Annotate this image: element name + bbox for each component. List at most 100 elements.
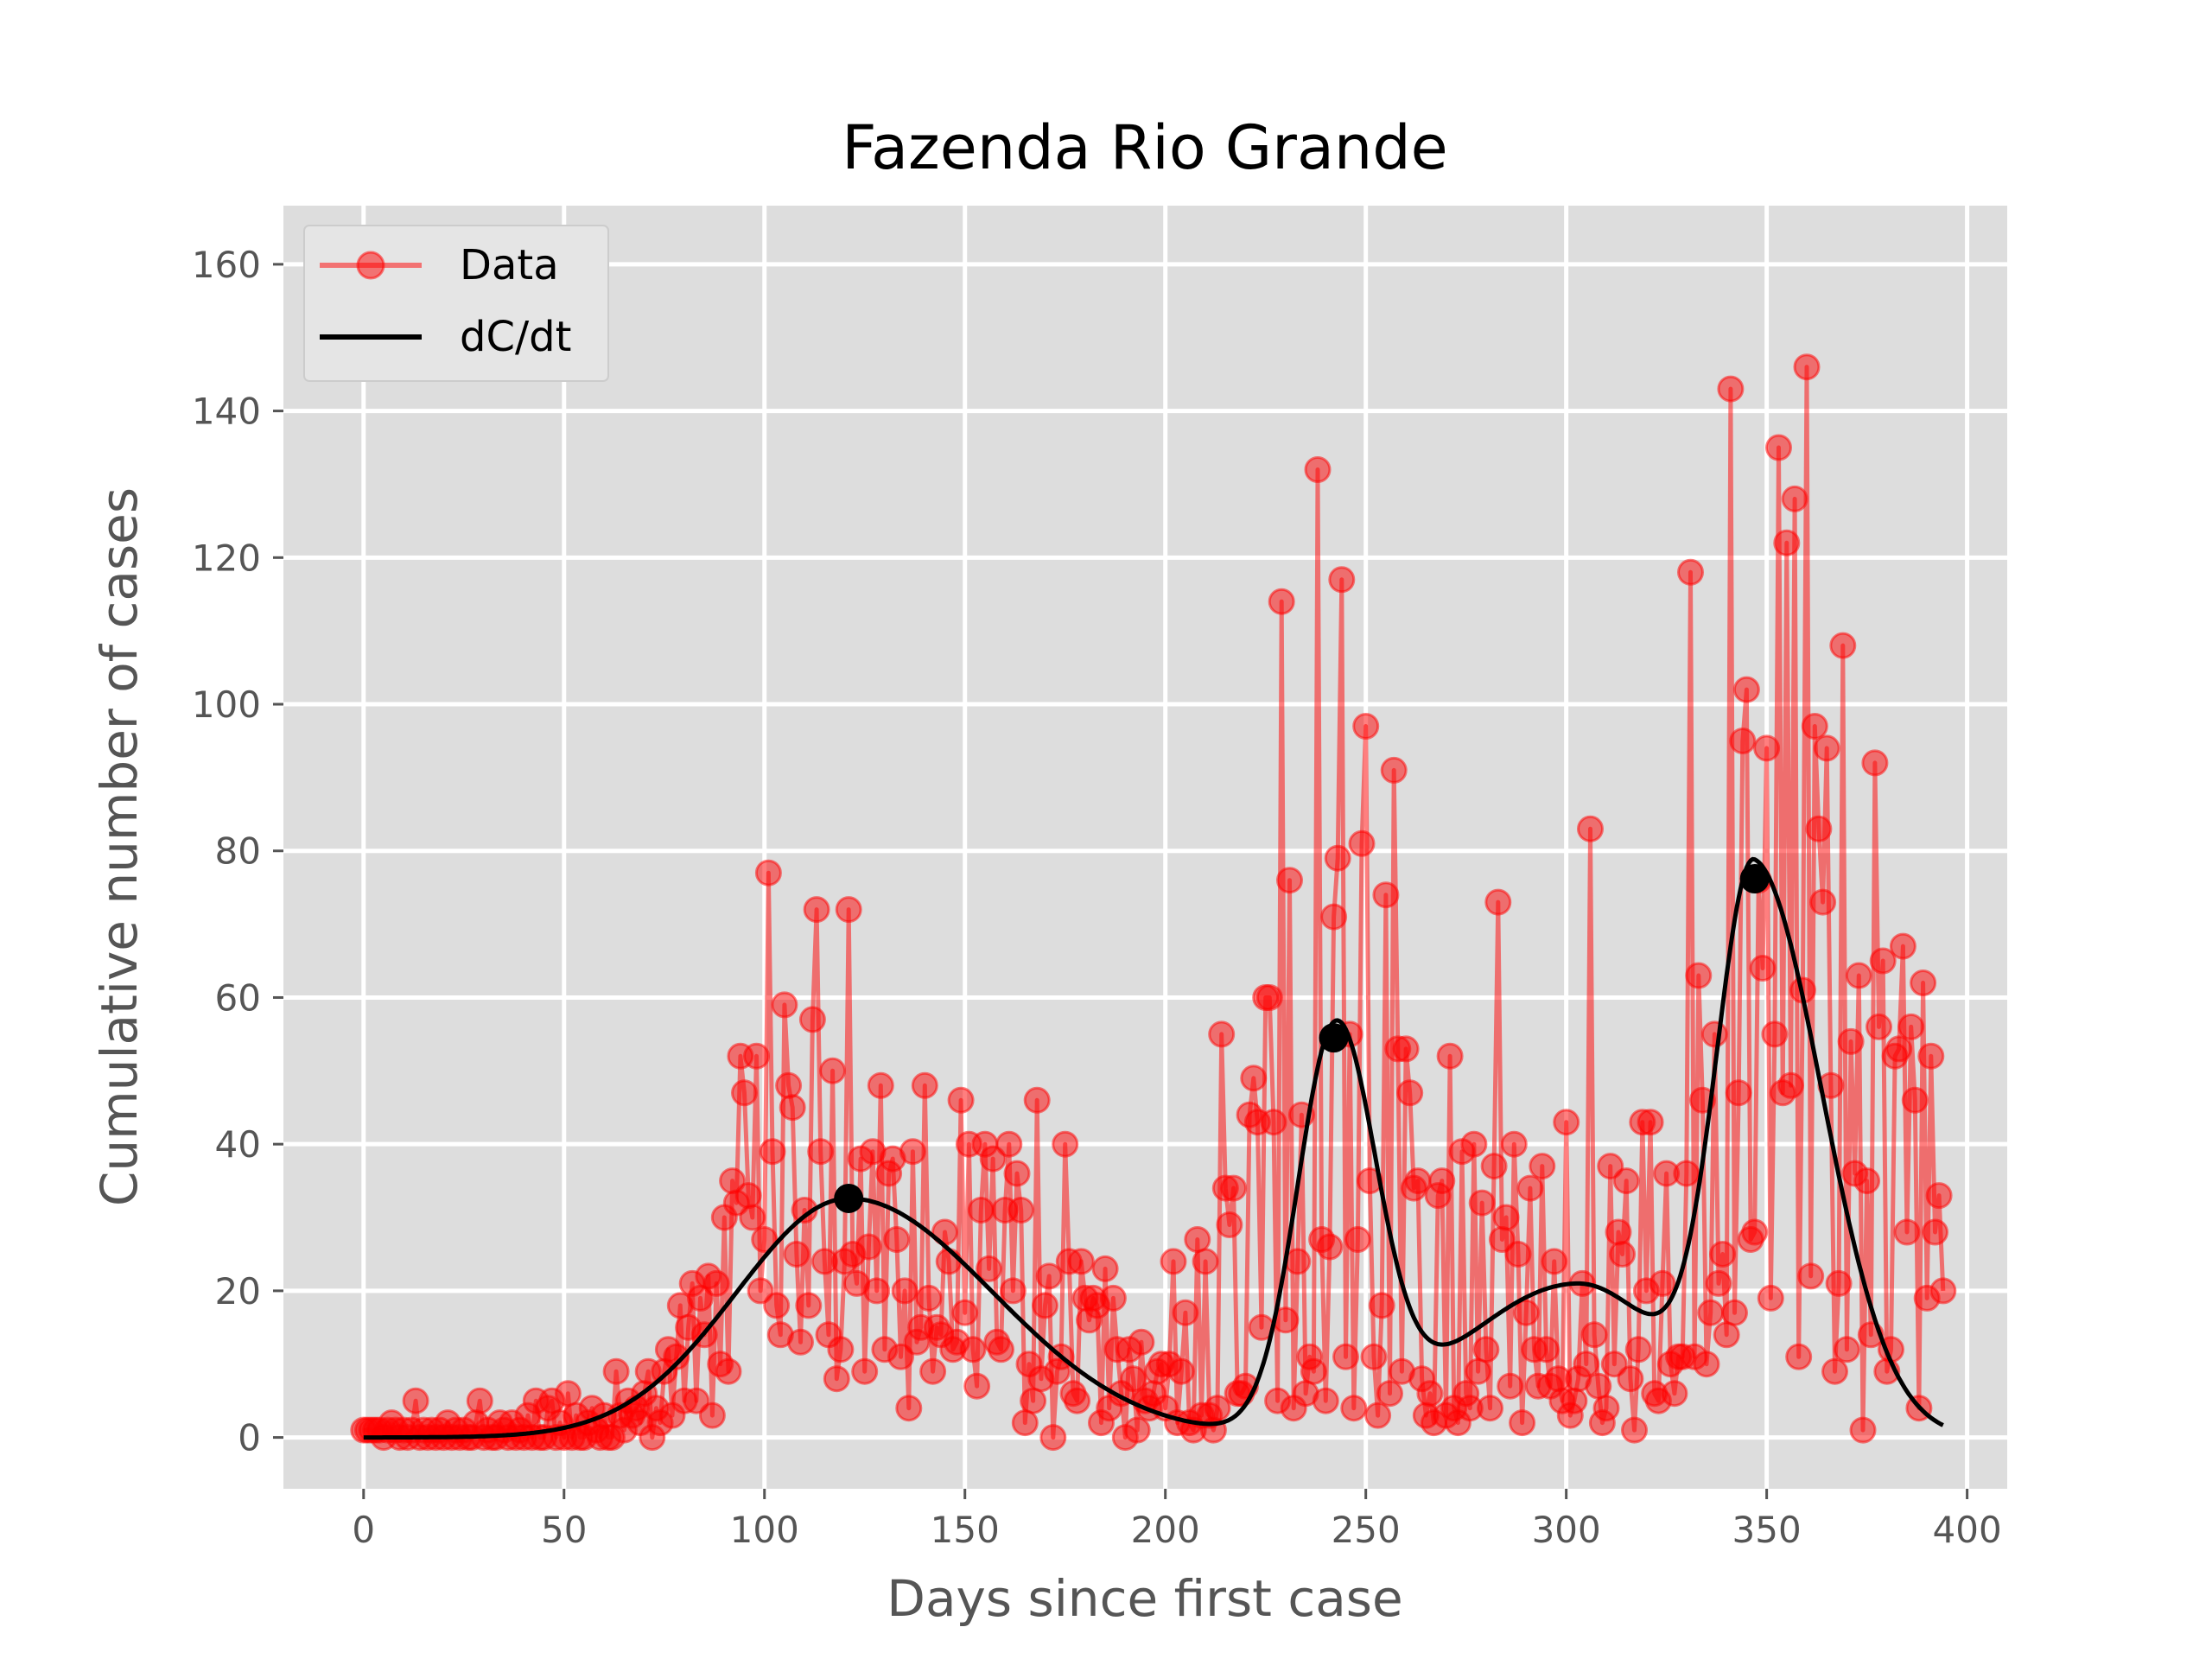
data-point (1392, 1035, 1420, 1063)
legend-data-label: Data (460, 241, 559, 289)
data-point (1099, 1284, 1127, 1312)
data-point (827, 1336, 855, 1363)
data-point (1484, 888, 1512, 916)
data-point (1529, 1153, 1556, 1180)
x-tick-label: 100 (730, 1509, 799, 1551)
data-point (1372, 881, 1400, 909)
data-point (1813, 734, 1840, 762)
data-point (835, 896, 862, 924)
data-point (787, 1328, 814, 1356)
data-point (1837, 1027, 1865, 1055)
data-point (715, 1357, 742, 1385)
data-point (891, 1277, 918, 1305)
fit-series (363, 856, 1944, 1440)
data-point (798, 1006, 826, 1033)
data-point (1825, 1269, 1853, 1297)
x-tick-label: 400 (1933, 1509, 2002, 1551)
data-point (1757, 1284, 1784, 1312)
data-point (1849, 1416, 1877, 1444)
data-point (1700, 1020, 1728, 1048)
data-point (1284, 1248, 1312, 1275)
y-tick-label: 160 (192, 244, 261, 286)
legend-fit-label: dC/dt (460, 313, 571, 361)
data-point (1240, 1065, 1268, 1092)
data-point (1866, 1013, 1892, 1040)
data-point (1516, 1174, 1544, 1202)
x-tick-label: 250 (1332, 1509, 1401, 1551)
data-point (1705, 1269, 1732, 1297)
data-point (1624, 1336, 1652, 1363)
data-point (959, 1336, 987, 1363)
data-point (1621, 1416, 1648, 1444)
data-point (1356, 1167, 1383, 1195)
data-point (1504, 1241, 1532, 1268)
data-point (1541, 1248, 1568, 1275)
peak-point (1739, 863, 1770, 893)
x-tick-label: 350 (1732, 1509, 1802, 1551)
x-tick-label: 150 (931, 1509, 1000, 1551)
y-tick-label: 80 (215, 830, 261, 873)
data-point (1861, 749, 1889, 777)
data-point (1032, 1292, 1058, 1319)
y-axis-label: Cumulative number of cases (90, 487, 149, 1206)
data-point (783, 1241, 810, 1268)
data-point (1332, 1343, 1359, 1370)
x-tick-label: 0 (352, 1509, 375, 1551)
data-point (1677, 558, 1704, 586)
x-tick-label: 200 (1131, 1509, 1200, 1551)
data-point (1777, 1071, 1804, 1099)
data-point (1829, 632, 1857, 659)
data-point (1436, 1042, 1464, 1070)
data-point (1204, 1395, 1231, 1422)
data-point (1340, 1395, 1368, 1422)
data-point (1910, 969, 1937, 996)
data-point (1869, 947, 1897, 975)
data-point (1268, 588, 1295, 615)
data-point (1260, 1109, 1287, 1136)
data-point (1360, 1343, 1388, 1370)
data-point (1801, 713, 1828, 740)
y-tick-label: 40 (215, 1123, 261, 1166)
y-tick-label: 120 (192, 537, 261, 579)
data-point (1592, 1395, 1620, 1422)
data-point (1052, 1130, 1079, 1158)
data-point (1821, 1357, 1848, 1385)
data-point (807, 1138, 835, 1166)
data-point (751, 1226, 779, 1253)
x-axis-label: Days since first case (887, 1569, 1402, 1628)
data-point (1893, 1218, 1921, 1246)
data-point (1693, 1351, 1720, 1378)
data-point (1320, 903, 1348, 931)
data-point (1064, 1387, 1091, 1414)
data-point (1845, 962, 1872, 989)
data-point (739, 1204, 766, 1231)
data-point (1553, 1109, 1580, 1136)
data-point (402, 1387, 429, 1414)
data-point (1509, 1409, 1536, 1437)
data-point (1500, 1130, 1528, 1158)
data-point (1797, 1262, 1825, 1290)
data-point (731, 1079, 758, 1107)
data-point (1428, 1167, 1456, 1195)
data-point (734, 1182, 762, 1210)
data-point (895, 1395, 923, 1422)
data-point (883, 1226, 911, 1253)
data-point (1637, 1109, 1664, 1136)
data-point (1035, 1262, 1063, 1290)
data-point (851, 1357, 879, 1385)
data-point (1732, 676, 1760, 703)
data-point (1725, 1079, 1752, 1107)
data-point (1853, 1167, 1881, 1195)
data-point (754, 859, 782, 887)
data-point (1560, 1387, 1588, 1414)
data-point (663, 1343, 690, 1370)
data-point (819, 1057, 847, 1084)
data-point (1172, 1299, 1199, 1326)
data-point (1717, 375, 1745, 403)
legend-data-marker (356, 251, 385, 280)
x-tick-labels: 0 50 100 150 200 250 300 350 400 (352, 1489, 2002, 1551)
data-point (1753, 734, 1781, 762)
data-point (1761, 1020, 1789, 1048)
y-tick-label: 20 (215, 1270, 261, 1313)
x-tick-label: 300 (1532, 1509, 1601, 1551)
